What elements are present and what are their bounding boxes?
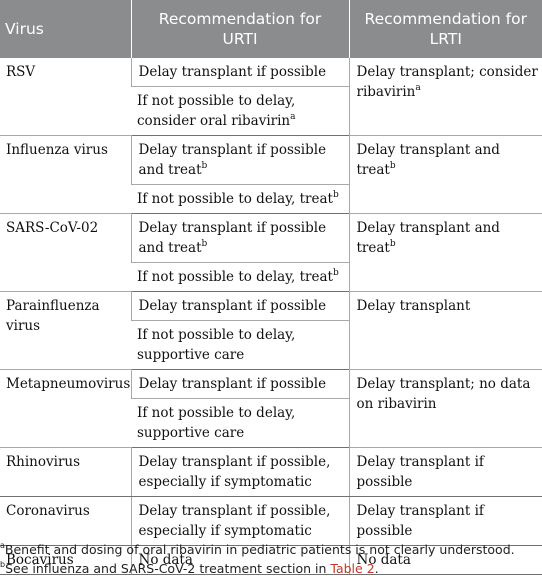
footnote-a: aBenefit and dosing of oral ribavirin in… [0,540,515,557]
virus-cell: Rhinovirus [0,447,131,497]
table-row: If not possible to delay, treatb [0,262,542,292]
lrti-cell: Delay transplant and treatb [348,213,542,292]
table-footnotes: aBenefit and dosing of oral ribavirin in… [0,540,542,578]
table-row: Influenza virus Delay transplant if poss… [0,135,542,214]
urti-cell: If not possible to delay, supportive car… [131,398,349,448]
virus-cell: RSV [0,58,131,136]
virus-cell: Coronavirus [0,496,131,546]
virus-cell: SARS-CoV-02 [0,213,131,292]
table-row: If not possible to delay, consider oral … [0,86,542,136]
table-row: RSV Delay transplant if possible Delay t… [0,58,542,136]
lrti-cell: Delay transplant if possible [348,496,542,546]
virus-cell: Influenza virus [0,135,131,214]
lrti-cell: Delay transplant if possible [348,447,542,497]
table-row: Bocavirus No data No data [0,545,542,575]
lrti-cell: Delay transplant [348,291,542,370]
lrti-cell: Delay transplant; consider ribavirina [348,58,542,136]
table-row: If not possible to delay, supportive car… [0,320,542,370]
urti-cell: If not possible to delay, consider oral … [131,86,349,136]
table-row: Coronavirus Delay transplant if possible… [0,496,542,546]
virus-cell: Parainfluenza virus [0,291,131,370]
urti-cell: Delay transplant if possible and treatb [130,135,349,185]
urti-cell: Delay transplant if possible, especially… [130,447,349,497]
header-lrti: Recommendation for LRTI [348,0,542,58]
table-row: Parainfluenza virus Delay transplant if … [0,291,542,370]
lrti-cell: Delay transplant and treatb [348,135,542,214]
urti-cell: If not possible to delay, treatb [131,262,349,292]
table-2-link[interactable]: Table 2 [330,561,375,576]
header-row: Virus Recommendation for URTI Recommenda… [0,0,542,58]
urti-cell: Delay transplant if possible [130,58,349,87]
urti-cell: Delay transplant if possible, especially… [130,496,349,546]
virus-cell: Metapneumovirus [0,369,131,448]
urti-cell: If not possible to delay, supportive car… [131,320,349,370]
urti-cell: Delay transplant if possible [130,291,349,321]
urti-cell: Delay transplant if possible and treatb [130,213,349,263]
table-row: If not possible to delay, supportive car… [0,398,542,448]
header-virus: Virus [0,0,131,58]
table-row: If not possible to delay, treatb [0,184,542,214]
urti-cell: Delay transplant if possible [130,369,349,399]
lrti-cell: Delay transplant; no data on ribavirin [348,369,542,448]
table-row: Rhinovirus Delay transplant if possible,… [0,447,542,497]
urti-cell: No data [130,545,349,575]
footnote-b: bSee influenza and SARS-CoV-2 treatment … [0,559,379,576]
header-urti: Recommendation for URTI [130,0,349,58]
table-row: SARS-CoV-02 Delay transplant if possible… [0,213,542,292]
table-row: Metapneumovirus Delay transplant if poss… [0,369,542,448]
urti-cell: If not possible to delay, treatb [131,184,349,214]
lrti-cell: No data [348,545,542,575]
virus-cell: Bocavirus [0,545,131,575]
